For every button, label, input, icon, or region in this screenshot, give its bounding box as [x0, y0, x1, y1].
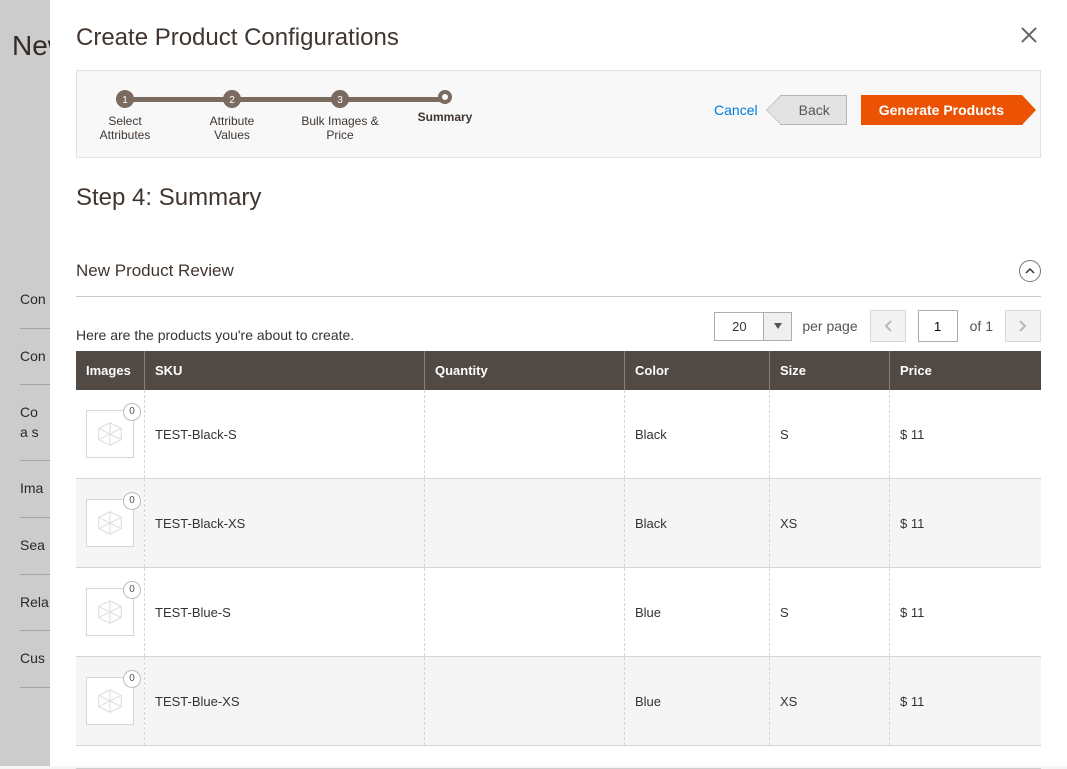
step-2-circle: 2 — [223, 90, 241, 108]
modal-header: Create Product Configurations — [76, 24, 1041, 52]
step-2-label: AttributeValues — [182, 114, 282, 143]
grid-header: ImagesSKUQuantityColorSizePrice — [76, 351, 1041, 390]
section-title: New Product Review — [76, 261, 234, 281]
step-3-circle: 3 — [331, 90, 349, 108]
grid-body: 0TEST-Black-SBlackS$ 110TEST-Black-XSBla… — [76, 390, 1041, 746]
step-1-label: SelectAttributes — [75, 114, 175, 143]
step-1-circle: 1 — [116, 90, 134, 108]
image-placeholder-icon[interactable]: 0 — [86, 588, 134, 636]
color-cell: Blue — [625, 568, 770, 657]
chevron-left-icon — [884, 320, 892, 332]
column-header: Size — [770, 351, 890, 390]
step-4: Summary — [395, 87, 495, 124]
per-page-select[interactable]: 20 — [714, 312, 792, 341]
review-intro: Here are the products you're about to cr… — [76, 327, 714, 343]
image-count-badge: 0 — [123, 670, 141, 688]
stepper: 1 SelectAttributes 2 AttributeValues 3 B… — [95, 87, 495, 143]
pager-row: Here are the products you're about to cr… — [76, 309, 1041, 343]
product-grid: ImagesSKUQuantityColorSizePrice 0TEST-Bl… — [76, 351, 1041, 746]
image-count-badge: 0 — [123, 403, 141, 421]
step-4-label: Summary — [395, 110, 495, 124]
sku-cell: TEST-Black-XS — [145, 479, 425, 568]
column-header: Color — [625, 351, 770, 390]
pager-page-input[interactable] — [918, 310, 958, 342]
pager-of-label: of 1 — [970, 318, 993, 334]
step-3-label: Bulk Images &Price — [290, 114, 390, 143]
pager-controls: 20 per page of 1 — [714, 310, 1041, 342]
stepper-bar: 1 SelectAttributes 2 AttributeValues 3 B… — [76, 70, 1041, 158]
size-cell: XS — [770, 657, 890, 746]
step-2: 2 AttributeValues — [182, 87, 282, 143]
price-cell: $ 11 — [890, 568, 1042, 657]
close-icon[interactable] — [1019, 24, 1041, 46]
column-header: Images — [76, 351, 145, 390]
size-cell: S — [770, 390, 890, 479]
image-cell: 0 — [76, 479, 145, 568]
image-cell: 0 — [76, 657, 145, 746]
image-placeholder-icon[interactable]: 0 — [86, 410, 134, 458]
modal: Create Product Configurations 1 SelectAt… — [50, 0, 1067, 766]
quantity-cell — [425, 479, 625, 568]
column-header: SKU — [145, 351, 425, 390]
per-page-value: 20 — [715, 313, 763, 340]
column-header: Quantity — [425, 351, 625, 390]
table-row: 0TEST-Blue-XS BlueXS$ 11 — [76, 657, 1041, 746]
quantity-cell — [425, 568, 625, 657]
pager-prev-button[interactable] — [870, 310, 906, 342]
image-count-badge: 0 — [123, 581, 141, 599]
per-page-caret — [763, 313, 791, 340]
step-1: 1 SelectAttributes — [75, 87, 175, 143]
sku-cell: TEST-Blue-S — [145, 568, 425, 657]
sku-cell: TEST-Black-S — [145, 390, 425, 479]
back-button[interactable]: Back — [780, 95, 847, 125]
review-section: New Product Review Here are the products… — [76, 260, 1041, 769]
price-cell: $ 11 — [890, 479, 1042, 568]
size-cell: XS — [770, 479, 890, 568]
step-3: 3 Bulk Images &Price — [290, 87, 390, 143]
table-row: 0TEST-Black-S BlackS$ 11 — [76, 390, 1041, 479]
per-page-label: per page — [802, 318, 857, 334]
image-placeholder-icon[interactable]: 0 — [86, 499, 134, 547]
chevron-right-icon — [1019, 320, 1027, 332]
collapse-button[interactable] — [1019, 260, 1041, 282]
image-cell: 0 — [76, 390, 145, 479]
table-row: 0TEST-Black-XS BlackXS$ 11 — [76, 479, 1041, 568]
image-placeholder-icon[interactable]: 0 — [86, 677, 134, 725]
image-count-badge: 0 — [123, 492, 141, 510]
color-cell: Black — [625, 479, 770, 568]
price-cell: $ 11 — [890, 657, 1042, 746]
modal-title: Create Product Configurations — [76, 24, 399, 52]
pager-nav: of 1 — [870, 310, 1041, 342]
price-cell: $ 11 — [890, 390, 1042, 479]
color-cell: Black — [625, 390, 770, 479]
wizard-actions: Cancel Back Generate Products — [714, 95, 1022, 125]
caret-down-icon — [774, 323, 782, 329]
quantity-cell — [425, 657, 625, 746]
cancel-button[interactable]: Cancel — [714, 102, 758, 118]
table-row: 0TEST-Blue-S BlueS$ 11 — [76, 568, 1041, 657]
column-header: Price — [890, 351, 1042, 390]
per-page-control: 20 per page — [714, 312, 857, 341]
step-4-circle — [438, 90, 452, 104]
quantity-cell — [425, 390, 625, 479]
generate-products-button[interactable]: Generate Products — [861, 95, 1022, 125]
section-header: New Product Review — [76, 260, 1041, 297]
size-cell: S — [770, 568, 890, 657]
step-heading: Step 4: Summary — [76, 184, 1041, 212]
pager-next-button[interactable] — [1005, 310, 1041, 342]
image-cell: 0 — [76, 568, 145, 657]
chevron-up-icon — [1025, 266, 1035, 276]
sku-cell: TEST-Blue-XS — [145, 657, 425, 746]
color-cell: Blue — [625, 657, 770, 746]
